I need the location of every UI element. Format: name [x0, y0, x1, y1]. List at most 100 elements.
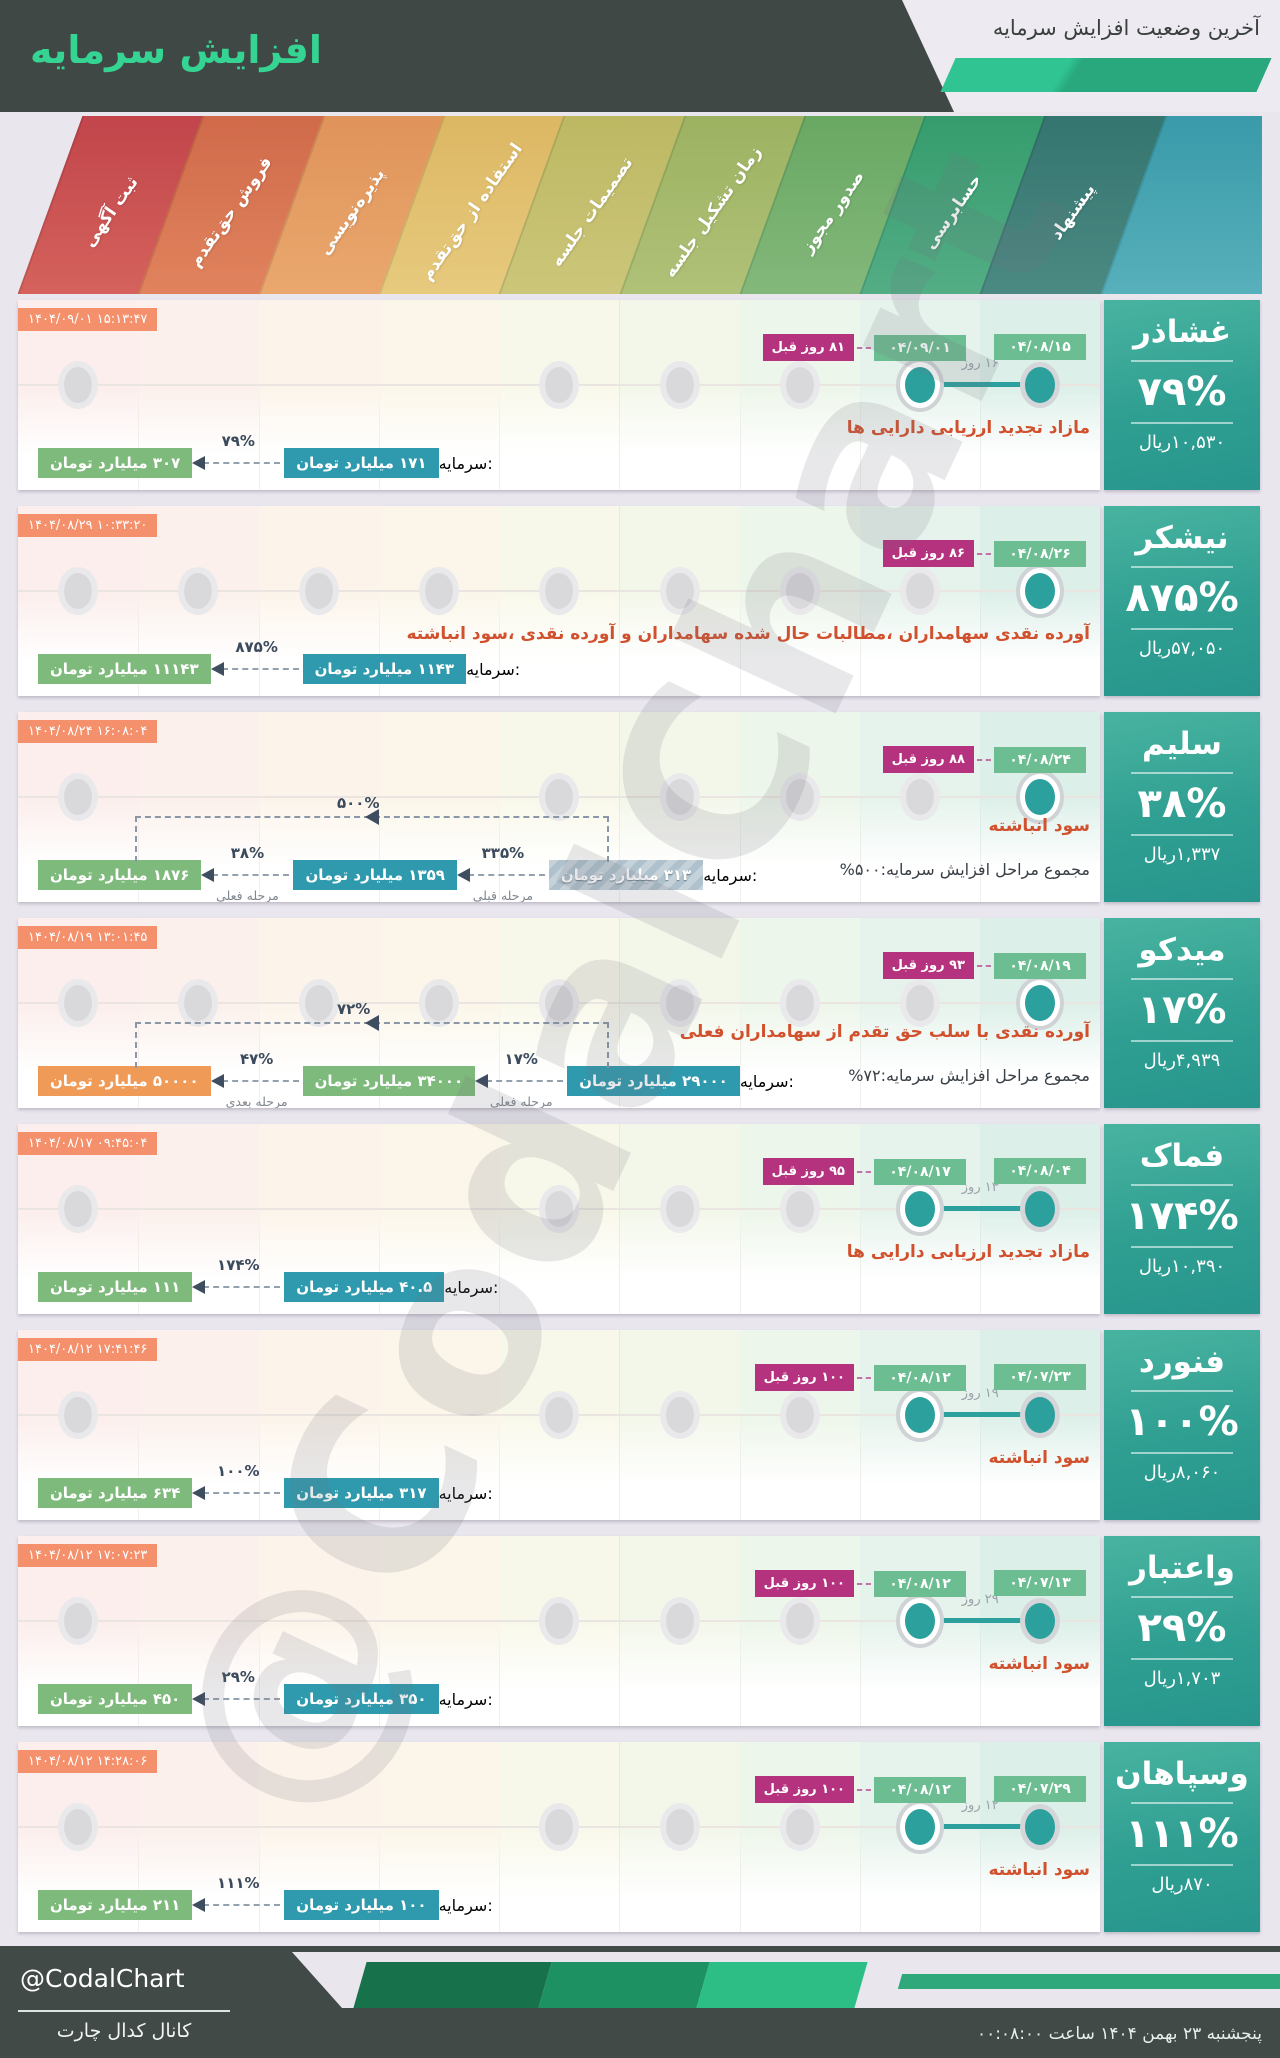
days-ago-badge: ۱۰۰ روز قبل [754, 1570, 854, 1597]
capital-badge: ۶۳۴ میلیارد تومان [38, 1478, 193, 1508]
company-row: ۱۲ روز ۱۴۰۴/۰۸/۱۲ ۱۴:۲۸:۰۶ ۱۰۰ روز قبل ۰۴/۰… [0, 1742, 1280, 1932]
increase-arrow: ۷۹% [192, 432, 284, 478]
days-ago-badge: ۸۸ روز قبل [882, 746, 974, 773]
stage-circle [304, 985, 333, 1021]
capital-chain: ۶۳۴ میلیارد تومان ۱۰۰% ۳۱۷ میلیارد تومان سر… [38, 1462, 493, 1508]
event-badges: ۱۰۰ روز قبل ۰۴/۰۸/۱۲ [754, 1364, 966, 1391]
stage-circle [64, 985, 92, 1021]
divider [1131, 1184, 1233, 1186]
divider [1131, 1040, 1233, 1042]
event-date-badge: ۰۴/۰۸/۱۷ [874, 1158, 966, 1185]
arrow-head-icon [475, 1074, 489, 1088]
stage-circle [545, 1809, 574, 1845]
header-dark-shape [0, 0, 954, 112]
event-badges: ۱۰۰ روز قبل ۰۴/۰۸/۱۲ [754, 1570, 966, 1597]
company-name: سلیم [1141, 726, 1223, 762]
previous-stage-marker [1025, 1603, 1056, 1639]
company-row: ۱۳ روز ۱۴۰۴/۰۸/۱۷ ۰۹:۴۵:۰۴ ۹۵ روز قبل ۰۴/۰۸… [0, 1124, 1280, 1314]
timestamp-badge: ۱۴۰۴/۰۹/۰۱ ۱۵:۱۳:۴۷ [18, 308, 158, 331]
dash-connector-icon [857, 1788, 871, 1791]
arrow-dash-line [203, 1492, 281, 1494]
divider [1131, 978, 1233, 980]
row-card: ۱۲ روز ۱۴۰۴/۰۸/۱۲ ۱۴:۲۸:۰۶ ۱۰۰ روز قبل ۰۴/۰… [18, 1742, 1100, 1932]
arrow-stage-label: مرحله بعدی [225, 1094, 288, 1108]
capital-badge: ۱۱۱ میلیارد تومان [38, 1272, 193, 1302]
event-date-badge: ۰۴/۰۸/۲۶ [994, 540, 1086, 567]
company-sidebar: واعتبار ۲۹% ۱,۷۰۳ریال [1104, 1536, 1260, 1726]
arrow-dash-line [486, 1080, 564, 1082]
arrow-head-icon [192, 1280, 206, 1294]
capital-badge: ۲۹۰۰۰ میلیارد تومان [567, 1066, 740, 1096]
stage-circle [545, 573, 574, 609]
stage-circle [545, 1191, 574, 1227]
overall-percent: ۷۲% [337, 1000, 371, 1018]
dash-connector-icon [977, 964, 991, 967]
company-row: ۱۹ روز ۱۴۰۴/۰۸/۱۲ ۱۷:۴۱:۴۶ ۱۰۰ روز قبل ۰۴/۰… [0, 1330, 1280, 1520]
stage-circle [785, 1191, 814, 1227]
stage-connector [920, 1618, 1041, 1623]
company-row: ۱۴۰۴/۰۸/۲۹ ۱۰:۳۳:۲۰ ۸۶ روز قبل ۰۴/۰۸/۲۶ آور… [0, 506, 1280, 696]
capital-chain: ۲۱۱ میلیارد تومان ۱۱۱% ۱۰۰ میلیارد تومان سر… [38, 1874, 493, 1920]
stage-circle [64, 367, 92, 403]
stage-circle [665, 1603, 694, 1639]
dash-connector-icon [857, 1170, 871, 1173]
capital-badge: ۴۰.۵ میلیارد تومان [284, 1272, 445, 1302]
row-card: ۱۴۰۴/۰۸/۲۹ ۱۰:۳۳:۲۰ ۸۶ روز قبل ۰۴/۰۸/۲۶ آور… [18, 506, 1100, 696]
arrow-dash-line [203, 1904, 281, 1906]
arrow-head-icon [210, 662, 224, 676]
increase-arrow: ۸۷۵% [210, 638, 303, 684]
total-note: مجموع مراحل افزایش سرمایه:۷۲% [848, 1066, 1090, 1085]
stage-connector [920, 382, 1041, 387]
reason-text: مازاد تجدید ارزیابی دارایی ها [846, 1242, 1090, 1262]
capital-chain: ۴۵۰ میلیارد تومان ۲۹% ۳۵۰ میلیارد تومان سرم… [38, 1668, 493, 1714]
company-name: فنورد [1138, 1344, 1226, 1380]
stage-circle [665, 1397, 694, 1433]
arrow-percent: ۸۷۵% [235, 638, 278, 656]
stage-circle [184, 573, 213, 609]
divider [1131, 1864, 1233, 1866]
event-date-badge: ۰۴/۰۸/۲۴ [994, 746, 1086, 773]
company-sidebar: فنورد ۱۰۰% ۸,۰۶۰ریال [1104, 1330, 1260, 1520]
arrow-dash-line [467, 874, 545, 876]
arrow-stage-label: مرحله فعلی [489, 1094, 553, 1108]
event-date-badge: ۰۴/۰۹/۰۱ [874, 334, 966, 361]
days-ago-badge: ۸۱ روز قبل [762, 334, 854, 361]
timestamp-badge: ۱۴۰۴/۰۸/۱۲ ۱۷:۴۱:۴۶ [18, 1338, 158, 1361]
arrow-stage-label: مرحله قبلی [472, 888, 534, 902]
capital-badge: ۱۱۱۴۳ میلیارد تومان [38, 654, 211, 684]
event-badges: ۹۳ روز قبل ۰۴/۰۸/۱۹ [882, 952, 1086, 979]
company-row: ۱۶ روز ۱۴۰۴/۰۹/۰۱ ۱۵:۱۳:۴۷ ۸۱ روز قبل ۰۴/۰۹… [0, 300, 1280, 490]
capital-badge: ۱۰۰ میلیارد تومان [284, 1890, 439, 1920]
arrow-stage-label: مرحله فعلی [216, 888, 279, 902]
increase-arrow: ۱۷% مرحله فعلی [475, 1050, 567, 1108]
event-date-badge: ۰۴/۰۸/۰۴ [994, 1158, 1086, 1184]
event-badges: ۸۱ روز قبل ۰۴/۰۹/۰۱ [762, 334, 966, 361]
current-stage-marker [900, 1598, 941, 1644]
capital-badge: ۳۵۰ میلیارد تومان [284, 1684, 439, 1714]
capital-chain: ۱۱۱۴۳ میلیارد تومان ۸۷۵% ۱۱۴۳ میلیارد توما… [38, 638, 520, 684]
company-percent: ۲۹% [1137, 1605, 1227, 1651]
stage-circle [785, 573, 814, 609]
capital-label: سرمایه: [739, 1071, 794, 1091]
stage-circle [906, 985, 935, 1021]
increase-arrow: ۱۷۴% [192, 1256, 284, 1302]
days-ago-badge: ۸۶ روز قبل [882, 540, 974, 567]
arrow-percent: ۲۹% [221, 1668, 255, 1686]
divider [1131, 834, 1233, 836]
stage-circle [785, 367, 814, 403]
footer-divider [18, 2010, 230, 2012]
capital-badge: ۲۱۱ میلیارد تومان [38, 1890, 193, 1920]
stage-circle [64, 1397, 92, 1433]
company-sidebar: وسپاهان ۱۱۱% ۸۷۰ریال [1104, 1742, 1260, 1932]
timestamp-badge: ۱۴۰۴/۰۸/۱۲ ۱۴:۲۸:۰۶ [18, 1750, 158, 1773]
event-date-badge: ۰۴/۰۸/۱۵ [994, 334, 1086, 360]
event-badges: ۸۶ روز قبل ۰۴/۰۸/۲۶ [882, 540, 1086, 567]
stage-circle [184, 985, 213, 1021]
overall-percent: ۵۰۰% [337, 794, 380, 812]
previous-stage-marker [1025, 1191, 1056, 1227]
arrow-dash-line [203, 462, 281, 464]
capital-label: سرمایه: [438, 1689, 493, 1709]
stage-circle [64, 779, 92, 815]
dash-connector-icon [977, 552, 991, 555]
row-card: ۲۹ روز ۱۴۰۴/۰۸/۱۲ ۱۷:۰۷:۲۳ ۱۰۰ روز قبل ۰۴/۰… [18, 1536, 1100, 1726]
